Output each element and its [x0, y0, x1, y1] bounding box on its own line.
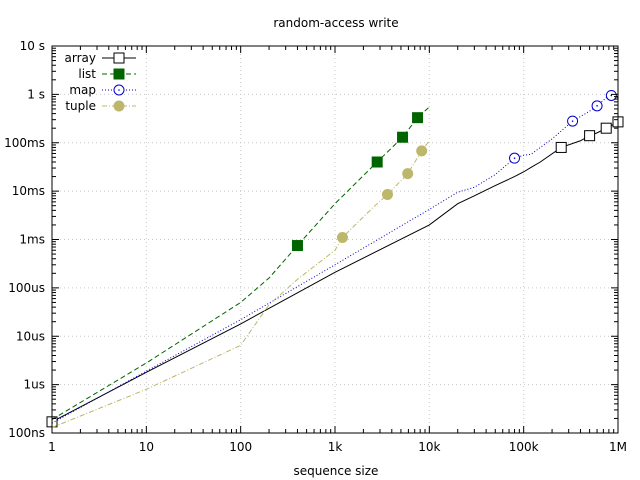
- point-list-marker: [412, 112, 424, 124]
- grid-lines: [52, 46, 618, 433]
- legend-label: map: [69, 83, 96, 97]
- point-map-marker-dot: [596, 105, 598, 107]
- legend-label: tuple: [65, 99, 96, 113]
- series-line-list: [51, 106, 430, 420]
- legend-list-marker: [113, 68, 125, 80]
- y-tick-label: 10 s: [20, 39, 45, 53]
- point-tuple-marker: [402, 168, 414, 180]
- y-tick-label: 100us: [8, 281, 45, 295]
- point-list-marker: [291, 240, 303, 252]
- point-list-marker: [397, 131, 409, 143]
- point-tuple-marker: [416, 145, 428, 157]
- y-tick-label: 1ms: [19, 233, 45, 247]
- legend-item-array: array: [65, 51, 136, 65]
- y-tick-label: 10ms: [12, 184, 45, 198]
- point-tuple-marker: [381, 189, 393, 201]
- point-array-marker: [555, 141, 567, 153]
- y-tick-label: 1us: [24, 378, 46, 392]
- y-tick-label: 100ns: [8, 426, 45, 440]
- y-tick-label: 10us: [16, 329, 45, 343]
- point-map-marker-dot: [571, 120, 574, 122]
- point-map-marker-dot: [610, 94, 613, 97]
- x-tick-label: 10k: [418, 440, 440, 454]
- y-tick-label: 100ms: [4, 136, 45, 150]
- chart-title: random-access write: [273, 16, 398, 30]
- x-tick-label: 10: [139, 440, 154, 454]
- x-axis: 1 10 100 1k 10k 100k 1M: [48, 46, 627, 454]
- x-axis-label: sequence size: [294, 464, 379, 478]
- legend-label: list: [78, 67, 96, 81]
- legend-array-marker: [113, 52, 125, 64]
- point-array-marker: [584, 130, 596, 142]
- y-axis: 100ns 1us 10us 100us 1ms 10ms 100ms 1 s 10 s: [4, 39, 618, 440]
- x-tick-label: 1M: [609, 440, 627, 454]
- x-tick-label: 1: [48, 440, 56, 454]
- point-tuple-marker: [336, 231, 348, 243]
- series-tuple: [51, 140, 430, 428]
- legend-label: array: [65, 51, 96, 65]
- x-tick-label: 100k: [509, 440, 539, 454]
- legend-tuple-marker: [113, 100, 125, 112]
- point-array-marker: [600, 122, 612, 134]
- x-tick-label: 100: [229, 440, 252, 454]
- legend: array list map tuple: [65, 51, 136, 113]
- series-map: [51, 89, 619, 424]
- y-tick-label: 1 s: [27, 87, 45, 101]
- legend-item-list: list: [78, 67, 136, 81]
- x-tick-label: 1k: [328, 440, 343, 454]
- point-list-marker: [371, 156, 383, 168]
- series-list: [51, 106, 430, 420]
- legend-map-marker-dot: [118, 89, 120, 91]
- point-map-marker-dot: [513, 157, 516, 159]
- legend-item-tuple: tuple: [65, 99, 136, 113]
- legend-item-map: map: [69, 83, 136, 97]
